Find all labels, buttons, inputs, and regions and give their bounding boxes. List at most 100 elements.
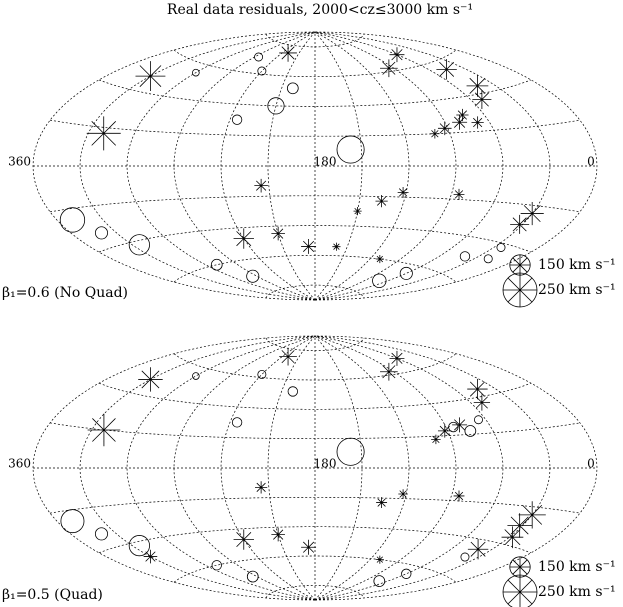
negative-residual xyxy=(518,501,546,529)
negative-residual xyxy=(453,188,465,200)
negative-residual xyxy=(143,549,158,564)
negative-residual xyxy=(233,228,254,249)
positive-residual xyxy=(94,226,109,240)
meridian xyxy=(267,31,316,301)
negative-residual xyxy=(86,116,121,151)
legend-label: 250 km s⁻¹ xyxy=(538,282,616,298)
meridian xyxy=(314,31,598,301)
negative-residual xyxy=(436,59,457,80)
negative-residual xyxy=(254,178,268,193)
negative-residual xyxy=(255,481,268,494)
positive-residual xyxy=(483,254,493,264)
positive-residual xyxy=(373,575,386,587)
negative-residual xyxy=(389,47,405,63)
negative-residual xyxy=(375,555,384,564)
x-tick-label: 0 xyxy=(587,155,595,169)
positive-residual xyxy=(287,386,298,397)
positive-residual xyxy=(448,421,459,433)
panel-label: β₁=0.5 (Quad) xyxy=(2,587,103,603)
parallel xyxy=(49,119,581,137)
negative-residual xyxy=(501,526,524,549)
meridian xyxy=(314,31,457,301)
legend-asterisk xyxy=(503,273,537,307)
positive-residual xyxy=(464,425,477,437)
positive-residual xyxy=(336,135,365,164)
negative-residual xyxy=(233,529,254,550)
parallel xyxy=(173,49,457,78)
parallel xyxy=(265,337,365,352)
meridian xyxy=(173,31,316,301)
negative-residual xyxy=(279,347,297,366)
negative-residual xyxy=(271,527,285,542)
negative-residual xyxy=(397,186,409,198)
positive-residual xyxy=(496,243,506,252)
negative-residual xyxy=(138,367,163,392)
legend-label: 150 km s⁻¹ xyxy=(538,257,616,273)
negative-residual xyxy=(279,44,297,62)
figure-title: Real data residuals, 2000<cz≤3000 km s⁻¹ xyxy=(167,2,473,18)
negative-residual xyxy=(467,539,489,560)
legend-asterisk xyxy=(509,556,531,578)
meridian xyxy=(126,31,316,301)
negative-residual xyxy=(301,539,317,555)
negative-residual xyxy=(87,413,121,447)
parallel xyxy=(173,353,457,381)
positive-residual xyxy=(211,560,222,571)
x-tick-label: 360 xyxy=(8,155,31,169)
positive-residual xyxy=(192,68,200,77)
negative-residual xyxy=(376,497,388,509)
negative-residual xyxy=(431,434,441,445)
negative-residual xyxy=(398,489,408,499)
positive-residual xyxy=(94,527,109,541)
negative-residual xyxy=(430,128,440,139)
parallel xyxy=(49,195,581,213)
meridian xyxy=(314,335,598,601)
negative-residual xyxy=(301,238,317,254)
positive-residual xyxy=(254,52,264,62)
meridian xyxy=(220,335,316,601)
positive-residual xyxy=(459,251,471,262)
positive-residual xyxy=(128,535,150,557)
parallel xyxy=(173,254,457,283)
x-tick-label: 180 xyxy=(314,457,337,471)
x-tick-label: 0 xyxy=(587,457,595,471)
positive-residual xyxy=(336,437,365,466)
negative-residual xyxy=(380,362,398,381)
negative-residual xyxy=(389,350,405,366)
negative-residual xyxy=(520,202,544,226)
positive-residual xyxy=(257,369,267,379)
positive-residual xyxy=(59,207,86,233)
negative-residual xyxy=(452,114,468,130)
positive-residual xyxy=(257,66,267,76)
negative-residual xyxy=(332,242,341,251)
negative-residual xyxy=(473,394,491,411)
negative-residual xyxy=(380,59,398,78)
x-tick-label: 360 xyxy=(8,457,31,471)
positive-residual xyxy=(460,552,470,562)
negative-residual xyxy=(510,214,530,234)
negative-residual xyxy=(375,254,384,264)
meridian xyxy=(314,335,457,601)
positive-residual xyxy=(401,568,412,579)
parallel xyxy=(265,33,365,48)
negative-residual xyxy=(467,378,488,400)
x-tick-label: 180 xyxy=(314,155,337,169)
negative-residual xyxy=(375,194,388,208)
negative-residual xyxy=(135,61,166,92)
parallel xyxy=(49,422,581,440)
positive-residual xyxy=(246,269,260,283)
positive-residual xyxy=(399,266,413,280)
legend-asterisk xyxy=(509,254,531,276)
legend-asterisk xyxy=(503,575,537,607)
parallel xyxy=(265,284,365,299)
positive-residual xyxy=(192,372,200,380)
negative-residual xyxy=(466,75,489,97)
positive-residual xyxy=(286,82,299,95)
negative-residual xyxy=(452,417,468,433)
parallel xyxy=(49,496,581,514)
negative-residual xyxy=(453,490,465,502)
positive-residual xyxy=(246,570,259,583)
parallel xyxy=(265,584,365,599)
negative-residual xyxy=(437,424,452,438)
